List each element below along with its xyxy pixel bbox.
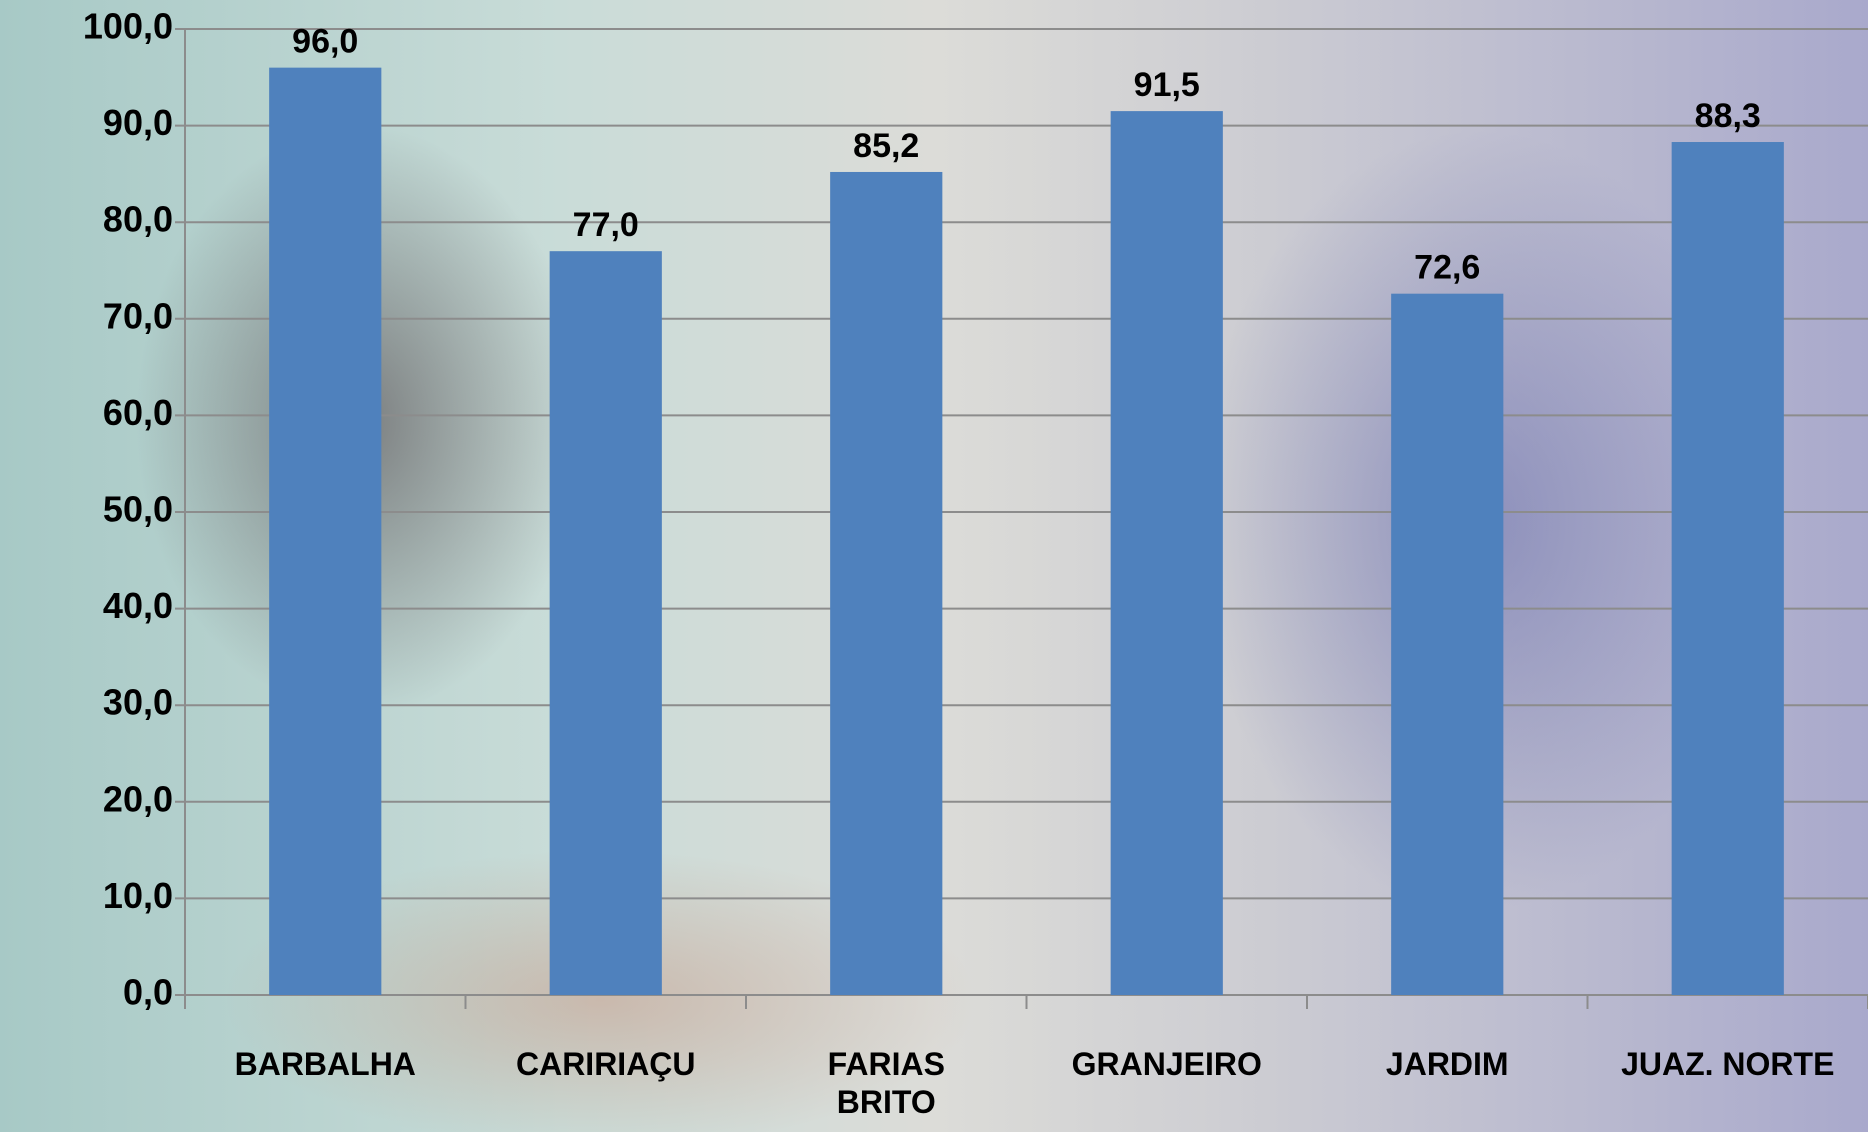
- bar: [1110, 111, 1223, 996]
- value-label: 96,0: [292, 23, 358, 61]
- y-tick-label: 30,0: [103, 682, 173, 723]
- x-tick-label: BARBALHA: [234, 1046, 416, 1082]
- y-tick-label: 0,0: [123, 972, 173, 1013]
- value-label: 91,5: [1134, 66, 1200, 104]
- y-tick-label: 70,0: [103, 295, 173, 336]
- y-tick-label: 50,0: [103, 489, 173, 530]
- value-label: 77,0: [573, 206, 639, 244]
- value-label: 85,2: [853, 127, 919, 165]
- y-tick-label: 40,0: [103, 585, 173, 626]
- value-label: 88,3: [1695, 97, 1761, 135]
- x-tick-label: GRANJEIRO: [1071, 1046, 1262, 1082]
- y-tick-label: 60,0: [103, 392, 173, 433]
- bar: [1671, 142, 1784, 996]
- y-tick-label: 90,0: [103, 102, 173, 143]
- x-tick-label: FARIAS BRITO: [827, 1046, 945, 1120]
- bar: [269, 67, 382, 995]
- y-tick-label: 10,0: [103, 875, 173, 916]
- x-tick-label: JARDIM: [1385, 1046, 1509, 1082]
- x-tick-label: CARIRIAÇU: [515, 1046, 696, 1082]
- x-tick-label: JUAZ. NORTE: [1621, 1046, 1835, 1082]
- bar: [1391, 293, 1504, 996]
- value-label: 72,6: [1414, 249, 1480, 287]
- y-tick-label: 80,0: [103, 199, 173, 240]
- bar: [830, 171, 943, 995]
- bar: [549, 251, 662, 995]
- y-tick-label: 100,0: [83, 6, 173, 47]
- y-tick-label: 20,0: [103, 778, 173, 819]
